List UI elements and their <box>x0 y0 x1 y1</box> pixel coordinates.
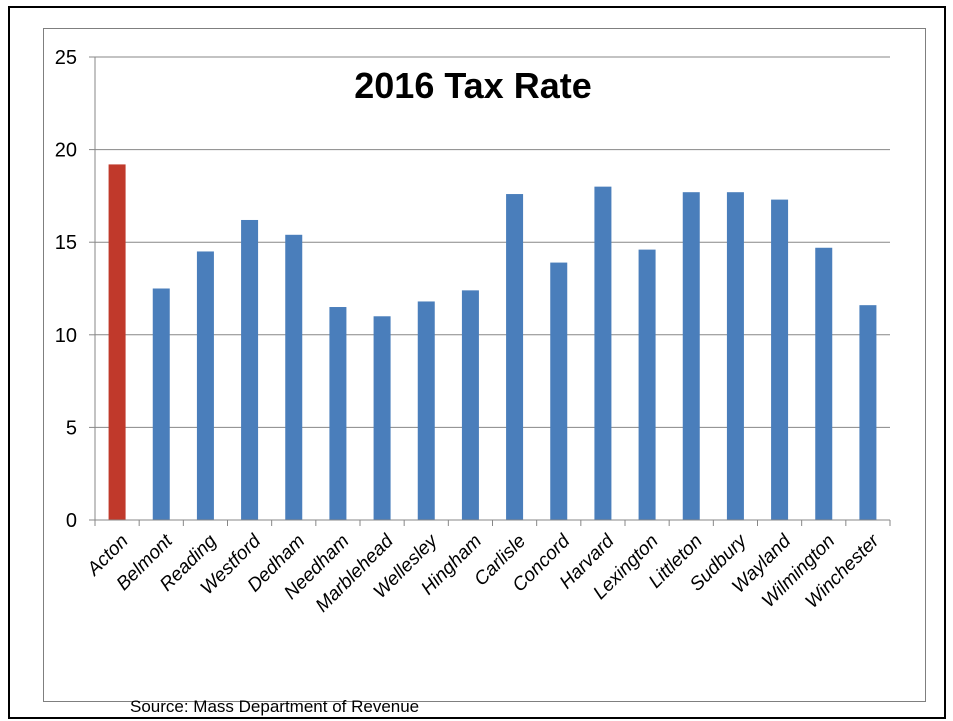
y-tick-label: 25 <box>55 47 77 69</box>
y-tick-labels: 0 5 10 15 20 25 <box>55 47 77 532</box>
bar-marblehead <box>373 316 391 520</box>
bar-sudbury <box>726 192 744 521</box>
bar-lexington <box>638 249 656 520</box>
bar-harvard <box>594 186 612 520</box>
bar-littleton <box>682 192 700 521</box>
bar-westford <box>241 219 259 520</box>
gridlines <box>95 56 890 428</box>
chart-title: 2016 Tax Rate <box>354 65 591 106</box>
bar-needham <box>329 307 347 520</box>
bar-dedham <box>285 234 303 521</box>
bar-hingham <box>461 290 479 520</box>
y-tick-label: 15 <box>55 232 77 254</box>
bar-wellesley <box>417 301 435 520</box>
x-tick-labels: ActonBelmontReadingWestfordDedhamNeedham… <box>83 530 884 617</box>
y-tick-label: 10 <box>55 325 77 347</box>
bar-wayland <box>771 199 789 520</box>
bar-belmont <box>152 288 170 520</box>
bar-concord <box>550 262 568 520</box>
bars <box>108 164 877 521</box>
y-tick-label: 5 <box>66 417 77 439</box>
bar-reading <box>196 251 214 520</box>
slide-frame <box>8 6 946 719</box>
source-note: Source: Mass Department of Revenue <box>130 697 420 716</box>
bar-acton <box>108 164 126 520</box>
bar-carlisle <box>506 194 524 520</box>
axes <box>89 56 891 526</box>
y-tick-label: 20 <box>55 140 77 162</box>
bar-wilmington <box>815 247 833 521</box>
y-tick-label: 0 <box>66 510 77 532</box>
bar-winchester <box>859 305 877 520</box>
